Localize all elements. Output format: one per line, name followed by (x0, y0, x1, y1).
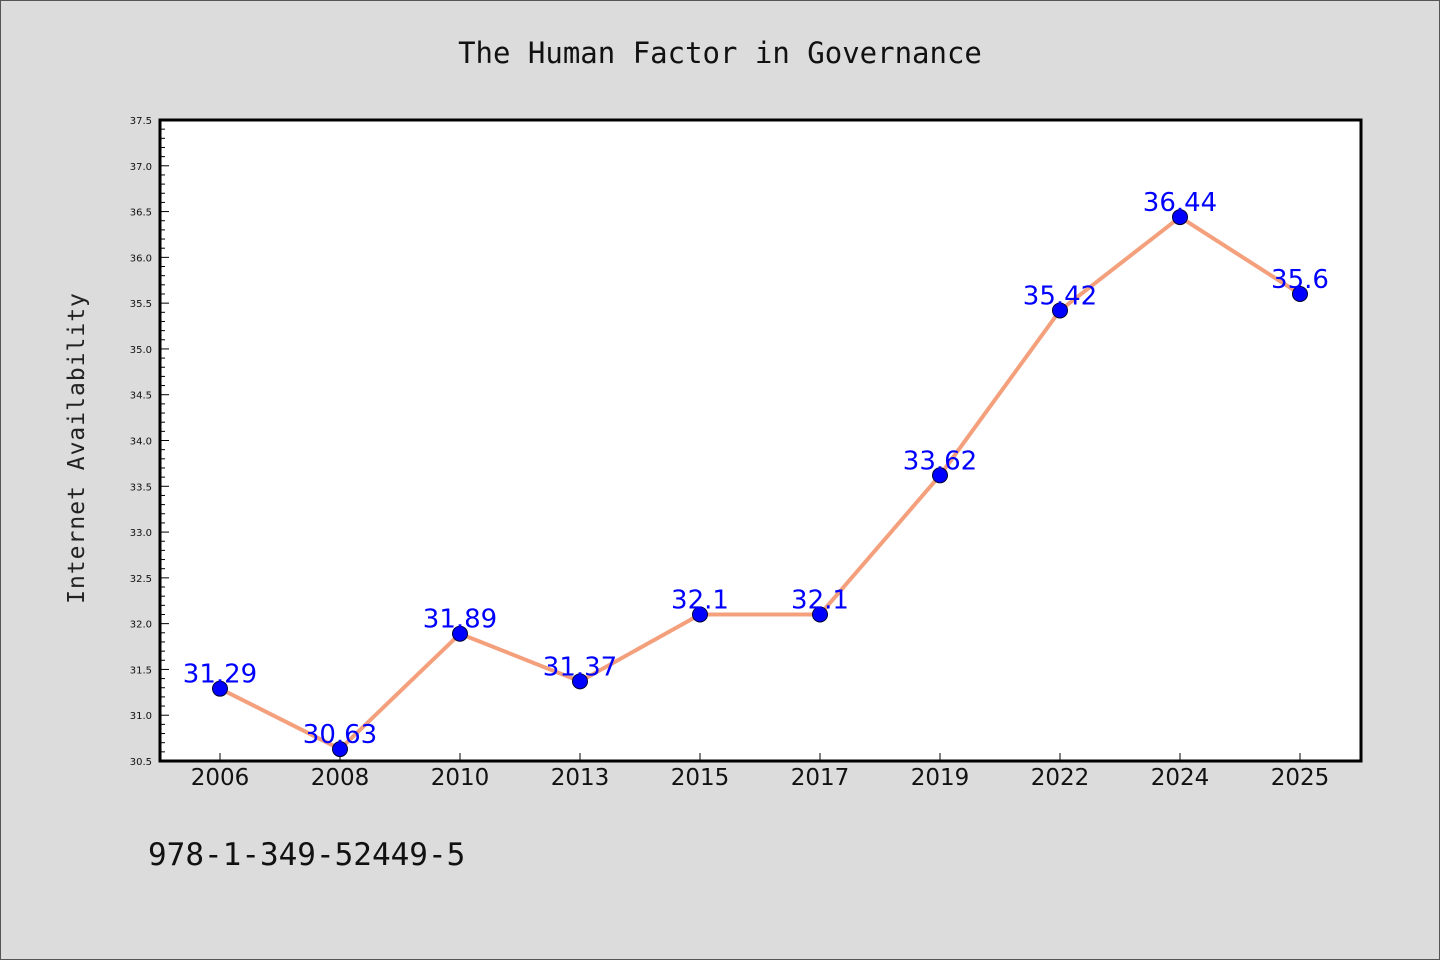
plot-area (158, 118, 1363, 763)
y-tick-label: 35.5 (130, 299, 152, 310)
y-axis: 30.5 31.0 31.5 32.0 32.5 33.0 33.5 34.0 34.5 35.0… (130, 116, 169, 768)
data-label: 31.89 (423, 605, 497, 635)
data-point (812, 606, 828, 623)
data-label: 35.6 (1271, 265, 1329, 295)
data-label: 32.1 (671, 585, 729, 615)
x-tick-label: 2017 (791, 765, 850, 791)
data-label: 35.42 (1023, 281, 1097, 311)
x-tick-label: 2022 (1031, 765, 1090, 791)
x-tick-label: 2019 (911, 765, 970, 791)
data-label: 36.44 (1143, 188, 1217, 218)
x-tick-label: 2025 (1271, 765, 1330, 791)
x-tick-label: 2008 (311, 765, 370, 791)
y-axis-label: Internet Availability (64, 292, 90, 604)
y-tick-label: 34.5 (130, 391, 152, 402)
x-tick-label: 2013 (551, 765, 610, 791)
y-tick-label: 37.5 (130, 116, 152, 127)
data-point (572, 673, 588, 690)
isbn-text: 978-1-349-52449-5 (148, 837, 465, 873)
x-tick-label: 2006 (191, 765, 250, 791)
y-tick-label: 35.0 (130, 345, 152, 356)
x-tick-label: 2024 (1151, 765, 1210, 791)
data-label: 32.1 (791, 585, 849, 615)
y-tick-label: 30.5 (130, 757, 152, 768)
data-point (332, 741, 348, 758)
x-tick-label: 2015 (671, 765, 730, 791)
x-axis: 2006 2008 2010 2013 2015 2017 2019 2022 2024 2025 (191, 753, 1330, 791)
y-tick-label: 36.5 (130, 208, 152, 219)
chart-title: The Human Factor in Governance (458, 36, 982, 70)
y-tick-label: 31.0 (130, 711, 152, 722)
data-label: 30.63 (303, 720, 377, 750)
y-tick-label: 36.0 (130, 253, 152, 264)
y-tick-label: 33.5 (130, 482, 152, 493)
data-point (1052, 302, 1068, 319)
y-tick-label: 37.0 (130, 162, 152, 173)
y-tick-label: 32.5 (130, 574, 152, 585)
data-point (1172, 209, 1188, 226)
data-label: 31.37 (543, 652, 617, 682)
data-label: 33.62 (903, 446, 977, 476)
data-point (452, 625, 468, 642)
data-label: 31.29 (183, 660, 257, 690)
data-point (212, 680, 228, 697)
y-tick-label: 32.0 (130, 620, 152, 631)
x-tick-label: 2010 (431, 765, 490, 791)
data-markers (212, 209, 1308, 758)
data-point (932, 467, 948, 484)
data-labels: 31.29 30.63 31.89 31.37 32.1 32.1 33.62 35.42 36… (183, 188, 1329, 750)
data-point (692, 606, 708, 623)
y-tick-label: 31.5 (130, 665, 152, 676)
y-tick-label: 33.0 (130, 528, 152, 539)
series-line (219, 215, 1302, 752)
data-point (1292, 285, 1308, 302)
y-tick-label: 34.0 (130, 437, 152, 448)
